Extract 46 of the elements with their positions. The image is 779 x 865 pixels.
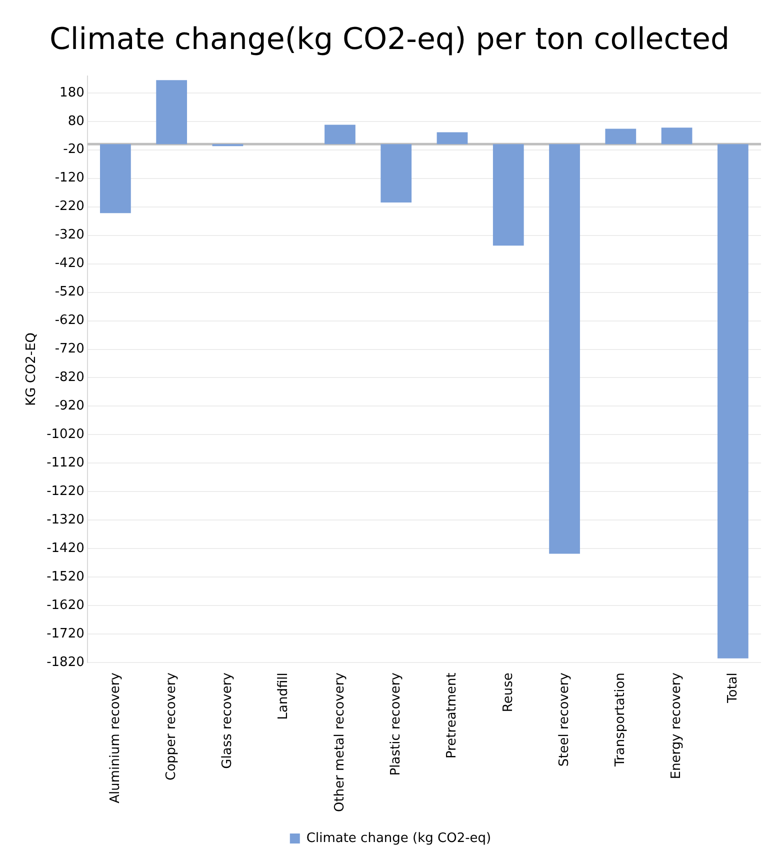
y-tick-label: -1620 <box>46 598 84 614</box>
x-tick-label: Energy recovery <box>669 672 684 780</box>
chart-title: Climate change(kg CO2-eq) per ton collected <box>48 22 731 57</box>
y-tick-label: -1020 <box>46 427 84 442</box>
y-tick-label: -20 <box>63 142 84 158</box>
y-tick-label: -820 <box>54 370 84 386</box>
y-axis-title: KG CO2-EQ <box>24 332 40 406</box>
y-tick-label: -720 <box>54 342 84 357</box>
x-tick-label: Glass recovery <box>220 672 236 769</box>
bar <box>156 80 188 144</box>
x-tick-label: Other metal recovery <box>332 672 348 812</box>
y-tick-label: -1420 <box>46 541 84 556</box>
y-tick-label: -320 <box>54 228 84 243</box>
bar <box>380 144 412 203</box>
x-tick-label: Landfill <box>276 672 292 720</box>
x-tick-label: Copper recovery <box>164 672 179 781</box>
x-tick-label: Pretreatment <box>444 672 460 758</box>
bar <box>324 124 356 144</box>
y-tick-label: -1720 <box>46 626 84 642</box>
x-tick-label: Aluminium recovery <box>108 672 123 804</box>
y-tick-label: -220 <box>54 199 84 214</box>
bar <box>100 144 131 214</box>
y-tick-label: -1320 <box>46 512 84 528</box>
y-tick-label: -620 <box>54 313 84 328</box>
y-tick-label: -120 <box>54 170 84 186</box>
bar <box>717 144 748 658</box>
bar <box>605 128 636 144</box>
x-tick-label: Transportation <box>613 672 628 768</box>
bar <box>661 128 692 144</box>
y-tick-label: 180 <box>60 85 84 100</box>
y-tick-label: -420 <box>54 256 84 272</box>
x-tick-label: Reuse <box>500 672 516 712</box>
y-tick-label: -1520 <box>46 570 84 585</box>
y-tick-label: -1820 <box>46 654 84 670</box>
x-tick-label: Steel recovery <box>556 672 572 767</box>
y-tick-label: -1220 <box>46 484 84 500</box>
y-tick-label: -920 <box>54 398 84 414</box>
y-tick-label: 80 <box>68 114 84 129</box>
x-tick-label: Total <box>725 672 740 704</box>
bar <box>492 144 524 246</box>
legend-label: Climate change (kg CO2-eq) <box>306 830 492 846</box>
bar <box>549 144 580 554</box>
bar <box>436 132 468 144</box>
y-tick-label: -520 <box>54 284 84 300</box>
y-tick-label: -1120 <box>46 456 84 471</box>
x-tick-label: Plastic recovery <box>388 672 404 776</box>
